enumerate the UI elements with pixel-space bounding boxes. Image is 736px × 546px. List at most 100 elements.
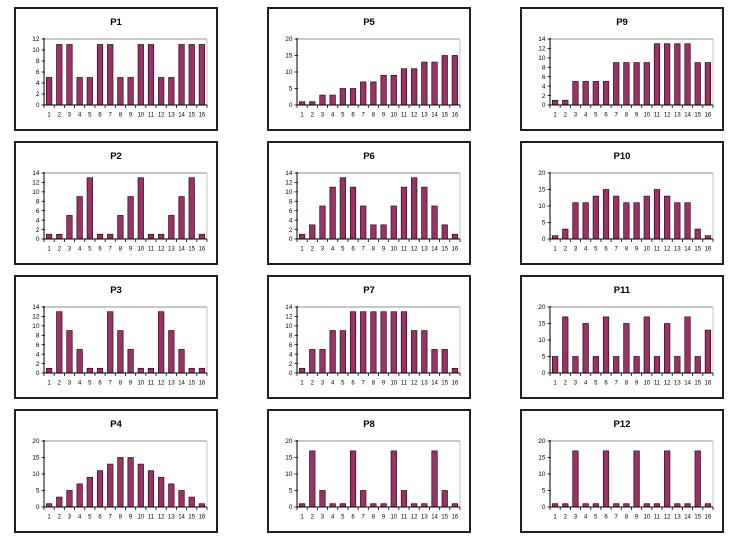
- x-tick-label: 4: [78, 247, 82, 253]
- x-tick-label: 1: [300, 113, 304, 119]
- bar: [390, 74, 397, 106]
- y-tick-label: 2: [36, 227, 40, 234]
- y-tick-label: 4: [542, 83, 546, 90]
- y-tick-label: 8: [542, 64, 546, 71]
- x-tick-label: 6: [604, 381, 608, 387]
- x-tick-label: 9: [382, 113, 386, 119]
- x-tick-label: 12: [158, 515, 165, 521]
- x-tick-label: 6: [98, 515, 102, 521]
- x-tick-label: 5: [594, 381, 598, 387]
- x-tick-label: 1: [553, 515, 557, 521]
- x-tick-label: 12: [411, 113, 418, 119]
- y-tick-label: 12: [32, 180, 40, 187]
- x-tick-label: 13: [674, 113, 681, 119]
- x-tick-label: 16: [705, 515, 712, 521]
- bar: [76, 483, 83, 508]
- bar: [613, 356, 620, 374]
- bar: [572, 202, 579, 240]
- x-tick-label: 4: [331, 247, 335, 253]
- x-tick-label: 4: [78, 515, 82, 521]
- x-tick-label: 16: [452, 113, 459, 119]
- bar: [178, 490, 185, 508]
- chart-title: P7: [363, 284, 375, 296]
- x-tick-label: 3: [574, 381, 578, 387]
- x-tick-label: 2: [311, 381, 315, 387]
- bar: [158, 311, 165, 374]
- x-tick-label: 13: [421, 515, 428, 521]
- bar: [572, 356, 579, 374]
- x-tick-label: 4: [584, 381, 588, 387]
- bar: [653, 356, 661, 374]
- bar: [198, 44, 206, 106]
- y-tick-label: 8: [36, 198, 40, 205]
- x-tick-label: 5: [594, 113, 598, 119]
- bar: [96, 367, 104, 374]
- y-tick-label: 12: [285, 180, 293, 187]
- x-tick-label: 14: [431, 113, 438, 119]
- bar: [370, 311, 377, 374]
- y-tick-label: 12: [32, 36, 40, 43]
- x-tick-label: 3: [68, 247, 72, 253]
- bar: [674, 202, 681, 240]
- y-tick-label: 15: [285, 455, 293, 462]
- bar: [411, 330, 418, 374]
- x-tick-label: 1: [300, 247, 304, 253]
- x-tick-label: 2: [311, 247, 315, 253]
- x-tick-label: 3: [574, 247, 578, 253]
- x-tick-label: 4: [584, 113, 588, 119]
- bar: [431, 205, 438, 240]
- bar: [117, 215, 124, 240]
- bar: [623, 62, 630, 106]
- bar: [45, 77, 53, 106]
- bar: [86, 77, 93, 106]
- x-tick-label: 7: [109, 247, 113, 253]
- x-tick-label: 11: [654, 381, 661, 387]
- x-tick-label: 4: [331, 381, 335, 387]
- chart-panel-p1: P1 0 2 4 6 8 10 12 1 2 3 4 5 6 7 8 9 10 11 12 13 14 15 16: [14, 7, 218, 131]
- bar: [349, 186, 357, 240]
- bar: [582, 202, 589, 240]
- y-tick-label: 4: [289, 217, 293, 224]
- x-tick-label: 3: [68, 381, 72, 387]
- x-tick-label: 11: [654, 515, 661, 521]
- bar: [178, 196, 185, 240]
- chart-title: P5: [363, 16, 375, 28]
- y-tick-label: 10: [285, 189, 293, 196]
- x-tick-label: 9: [129, 247, 133, 253]
- bar: [664, 323, 671, 374]
- x-tick-label: 16: [452, 515, 459, 521]
- x-tick-label: 8: [625, 247, 629, 253]
- y-tick-label: 6: [36, 69, 40, 76]
- bar: [431, 349, 438, 374]
- x-tick-label: 10: [643, 515, 650, 521]
- y-tick-label: 8: [36, 332, 40, 339]
- x-tick-label: 13: [421, 247, 428, 253]
- bar: [592, 195, 599, 240]
- x-tick-label: 7: [615, 113, 619, 119]
- y-tick-label: 0: [36, 236, 40, 243]
- x-tick-label: 5: [88, 515, 92, 521]
- bar: [602, 81, 610, 106]
- bar: [339, 330, 346, 374]
- chart-title: P9: [616, 16, 628, 28]
- bar: [360, 81, 367, 106]
- x-tick-label: 2: [311, 515, 315, 521]
- bar: [117, 457, 124, 508]
- bar: [582, 323, 589, 374]
- bar: [360, 490, 367, 508]
- bar: [360, 205, 367, 240]
- bar: [76, 349, 83, 374]
- bar: [349, 88, 357, 106]
- bar: [319, 490, 326, 508]
- bar: [45, 367, 53, 374]
- x-tick-label: 6: [604, 515, 608, 521]
- x-tick-label: 15: [441, 113, 448, 119]
- y-tick-label: 6: [36, 208, 40, 215]
- bar: [704, 62, 712, 106]
- x-tick-label: 8: [372, 381, 376, 387]
- bar: [319, 349, 326, 374]
